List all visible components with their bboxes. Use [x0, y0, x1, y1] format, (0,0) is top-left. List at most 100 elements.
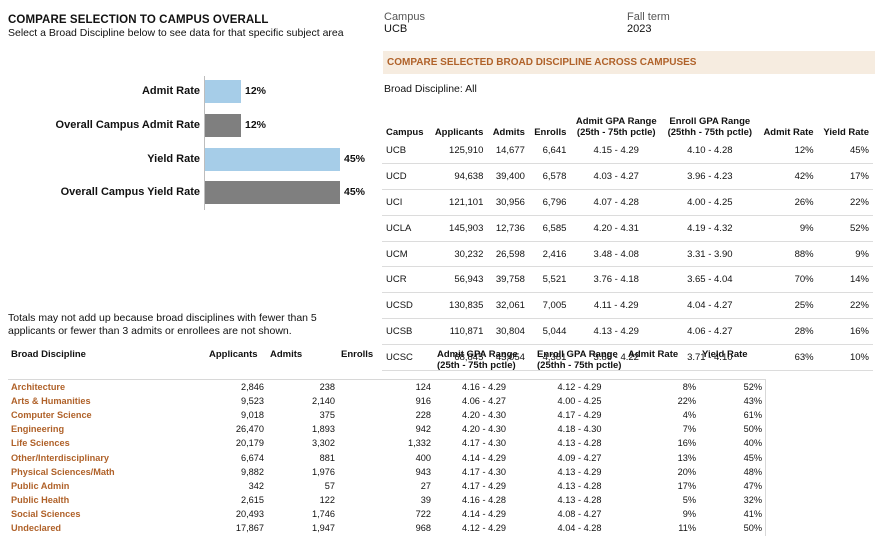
discipline-link[interactable]: Architecture [11, 381, 66, 392]
cell-applicants: 110,871 [428, 318, 488, 346]
cell-admit-gpa: 4.14 - 4.29 [462, 509, 506, 520]
campus-row[interactable]: UCI 121,101 30,956 6,796 4.07 - 4.28 4.00 - 4… [382, 189, 873, 216]
campus-table: Campus Applicants Admits Enrolls Admit G… [382, 116, 873, 372]
cell-enrolls: 943 [415, 466, 431, 477]
discipline-filter[interactable]: Broad Discipline: All [384, 83, 477, 95]
cell-yield-rate: 52% [817, 215, 873, 242]
col-admits: Admits [492, 127, 525, 138]
discipline-link[interactable]: Life Sciences [11, 438, 70, 449]
campus-label: Campus [384, 11, 425, 23]
rate-bar[interactable] [205, 148, 340, 171]
discipline-row[interactable]: Public Health 2,615 122 39 4.16 - 4.28 4.13 -… [8, 493, 766, 507]
cell-enrolls: 942 [415, 424, 431, 435]
bar-label: Admit Rate [141, 85, 200, 97]
discipline-link[interactable]: Social Sciences [11, 509, 81, 520]
cell-yield-rate: 43% [743, 395, 762, 406]
discipline-link[interactable]: Engineering [11, 424, 65, 435]
cell-admits: 57 [324, 480, 335, 491]
discipline-link[interactable]: Computer Science [11, 409, 92, 420]
term-value[interactable]: 2023 [627, 23, 652, 35]
bar-value-label: 12% [245, 85, 267, 97]
discipline-row[interactable]: Public Admin 342 57 27 4.17 - 4.29 4.13 - 4.2… [8, 479, 766, 493]
campus-row[interactable]: UCD 94,638 39,400 6,578 4.03 - 4.27 3.96 - 4.… [382, 163, 873, 190]
cell-yield-rate: 52% [743, 381, 762, 392]
cell-enrolls: 916 [415, 395, 431, 406]
campus-row[interactable]: UCSC 68,845 43,054 4,381 3.86 - 4.22 3.71 - 4… [382, 344, 873, 372]
campus-row[interactable]: UCR 56,943 39,758 5,521 3.76 - 4.18 3.65 - 4.… [382, 266, 873, 294]
cell-enrolls: 5,044 [528, 318, 571, 346]
cell-admit-gpa: 4.15 - 4.29 [570, 138, 663, 164]
campus-row[interactable]: UCSD 130,835 32,061 7,005 4.11 - 4.29 4.04 - … [382, 292, 873, 320]
cell-enroll-gpa: 4.13 - 4.29 [557, 466, 602, 477]
discipline-row[interactable]: Architecture 2,846 238 124 4.16 - 4.29 4.12 -… [8, 379, 766, 394]
cell-enroll-gpa: 4.00 - 4.25 [557, 395, 602, 406]
cell-admit-rate: 28% [757, 318, 818, 346]
cell-enrolls: 27 [420, 480, 431, 491]
cell-yield-rate: 14% [817, 266, 873, 294]
cell-applicants: 9,882 [241, 466, 264, 477]
campus-row[interactable]: UCM 30,232 26,598 2,416 3.48 - 4.08 3.31 - 3.… [382, 241, 873, 268]
cell-admit-gpa: 4.16 - 4.29 [462, 381, 506, 392]
cell-admit-rate: 13% [677, 452, 696, 463]
cell-admit-rate: 8% [682, 381, 696, 392]
cell-enrolls: 4,381 [528, 344, 571, 372]
cell-applicants: 20,179 [235, 438, 264, 449]
cell-applicants: 26,470 [235, 424, 264, 435]
term-label: Fall term [627, 11, 670, 23]
cell-enrolls: 6,578 [528, 163, 571, 190]
discipline-row[interactable]: Undeclared 17,867 1,947 968 4.12 - 4.29 4.04 … [8, 521, 766, 535]
rate-bar[interactable] [205, 181, 340, 204]
cell-admit-rate: 9% [682, 509, 696, 520]
cell-applicants: 17,867 [235, 523, 264, 534]
cell-enrolls: 5,521 [528, 266, 571, 294]
col-applicants: Applicants [434, 127, 484, 138]
cell-yield-rate: 22% [817, 189, 873, 216]
cell-admits: 43,054 [487, 344, 529, 372]
cell-enroll-gpa: 4.04 - 4.28 [557, 523, 602, 534]
discipline-link[interactable]: Public Health [11, 495, 70, 506]
cell-applicants: 68,845 [428, 344, 488, 372]
cell-admits: 3,302 [312, 438, 335, 449]
cell-campus: UCSC [382, 344, 429, 372]
cell-yield-rate: 41% [743, 509, 762, 520]
col-enrolls: Enrolls [534, 127, 567, 138]
cell-yield-rate: 40% [743, 438, 762, 449]
col-yield-rate: Yield Rate [823, 127, 869, 138]
cell-yield-rate: 17% [817, 163, 873, 190]
rate-bar[interactable] [205, 114, 241, 137]
discipline-link[interactable]: Physical Sciences/Math [11, 466, 115, 477]
cell-enrolls: 2,416 [528, 241, 571, 268]
discipline-row[interactable]: Arts & Humanities 9,523 2,140 916 4.06 - 4.2… [8, 394, 766, 408]
campus-value[interactable]: UCB [384, 23, 408, 35]
campus-row[interactable]: UCSB 110,871 30,804 5,044 4.13 - 4.29 4.06 - … [382, 318, 873, 346]
cell-enrolls: 39 [420, 495, 431, 506]
cell-admits: 881 [319, 452, 335, 463]
cell-enrolls: 124 [415, 381, 431, 392]
cell-enroll-gpa: 4.06 - 4.27 [662, 318, 758, 346]
cell-admit-gpa: 4.16 - 4.28 [462, 495, 506, 506]
bar-value-label: 12% [245, 119, 267, 131]
cell-applicants: 30,232 [428, 241, 488, 268]
campus-row[interactable]: UCLA 145,903 12,736 6,585 4.20 - 4.31 4.19 - … [382, 215, 873, 242]
cell-enroll-gpa: 3.71 - 4.10 [662, 344, 758, 372]
cell-yield-rate: 47% [743, 480, 762, 491]
discipline-row[interactable]: Physical Sciences/Math 9,882 1,976 943 4.17 … [8, 465, 766, 479]
cell-yield-rate: 50% [743, 424, 762, 435]
cell-yield-rate: 32% [743, 495, 762, 506]
discipline-row[interactable]: Computer Science 9,018 375 228 4.20 - 4.30 4.… [8, 408, 766, 422]
discipline-row[interactable]: Social Sciences 20,493 1,746 722 4.14 - 4.29… [8, 507, 766, 521]
discipline-link[interactable]: Undeclared [11, 523, 62, 534]
rate-bar[interactable] [205, 80, 241, 103]
discipline-row[interactable]: Life Sciences 20,179 3,302 1,332 4.17 - 4.30… [8, 436, 766, 450]
cell-campus: UCB [382, 138, 429, 164]
discipline-link[interactable]: Public Admin [11, 480, 70, 491]
cell-admits: 1,746 [312, 509, 335, 520]
campus-row[interactable]: UCB 125,910 14,677 6,641 4.15 - 4.29 4.10 - 4… [382, 138, 873, 164]
cell-enroll-gpa: 4.13 - 4.28 [557, 438, 602, 449]
discipline-link[interactable]: Arts & Humanities [11, 395, 91, 406]
discipline-row[interactable]: Other/Interdisciplinary 6,674 881 400 4.14 -… [8, 450, 766, 464]
discipline-row[interactable]: Engineering 26,470 1,893 942 4.20 - 4.30 4.18… [8, 422, 766, 436]
cell-yield-rate: 9% [817, 241, 873, 268]
cell-enrolls: 400 [415, 452, 431, 463]
discipline-link[interactable]: Other/Interdisciplinary [11, 452, 110, 463]
